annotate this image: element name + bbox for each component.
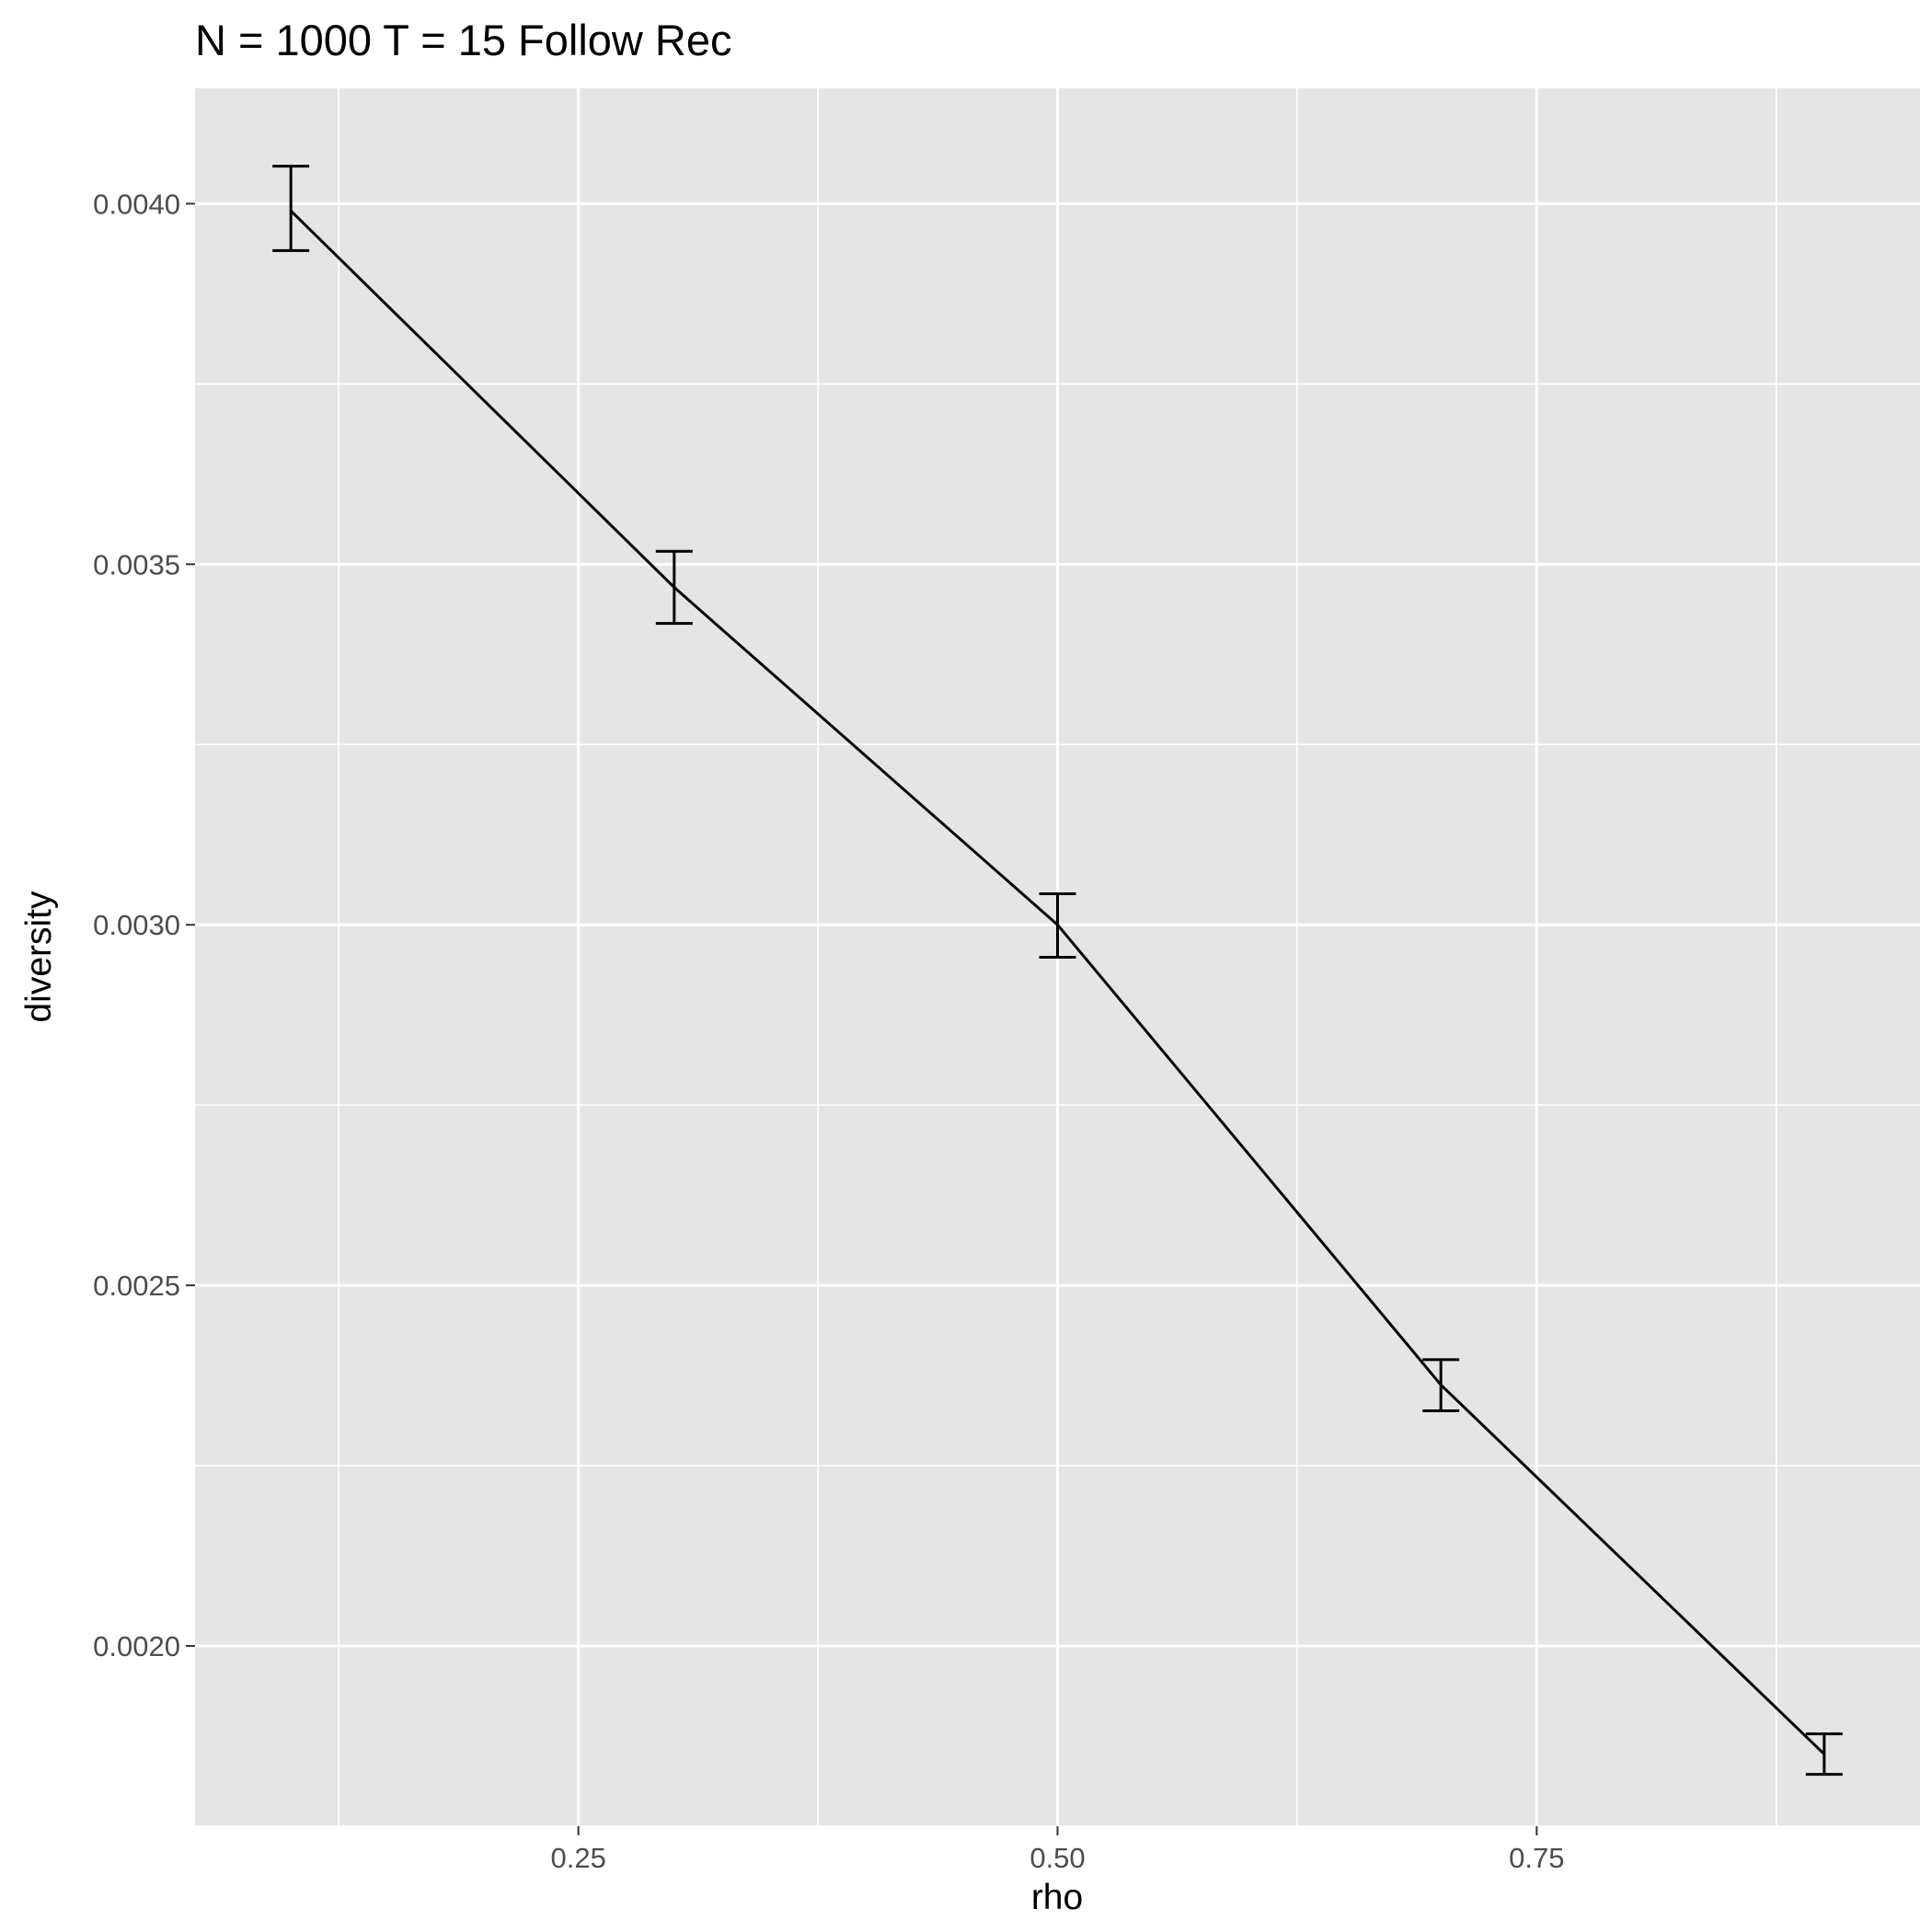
error-bar <box>1805 1732 1843 1777</box>
y-tick-label: 0.0030 <box>93 909 180 941</box>
x-tick-label: 0.75 <box>1509 1842 1564 1874</box>
chart-title: N = 1000 T = 15 Follow Rec <box>195 16 731 64</box>
y-tick-label: 0.0025 <box>93 1270 180 1302</box>
series-line <box>290 210 1825 1755</box>
x-axis-title: rho <box>1031 1878 1083 1917</box>
error-bar <box>272 165 310 252</box>
x-tick-label: 0.25 <box>550 1842 605 1874</box>
y-axis: 0.0020 0.0025 0.0030 0.0035 0.0040 <box>93 188 195 1662</box>
y-axis-title: diversity <box>19 891 59 1023</box>
x-tick-label: 0.50 <box>1029 1842 1085 1874</box>
error-bars <box>272 165 1843 1777</box>
x-axis: 0.25 0.50 0.75 <box>550 1826 1565 1874</box>
y-tick-label: 0.0035 <box>93 548 180 581</box>
y-tick-label: 0.0020 <box>93 1630 180 1662</box>
y-tick-label: 0.0040 <box>93 188 180 220</box>
